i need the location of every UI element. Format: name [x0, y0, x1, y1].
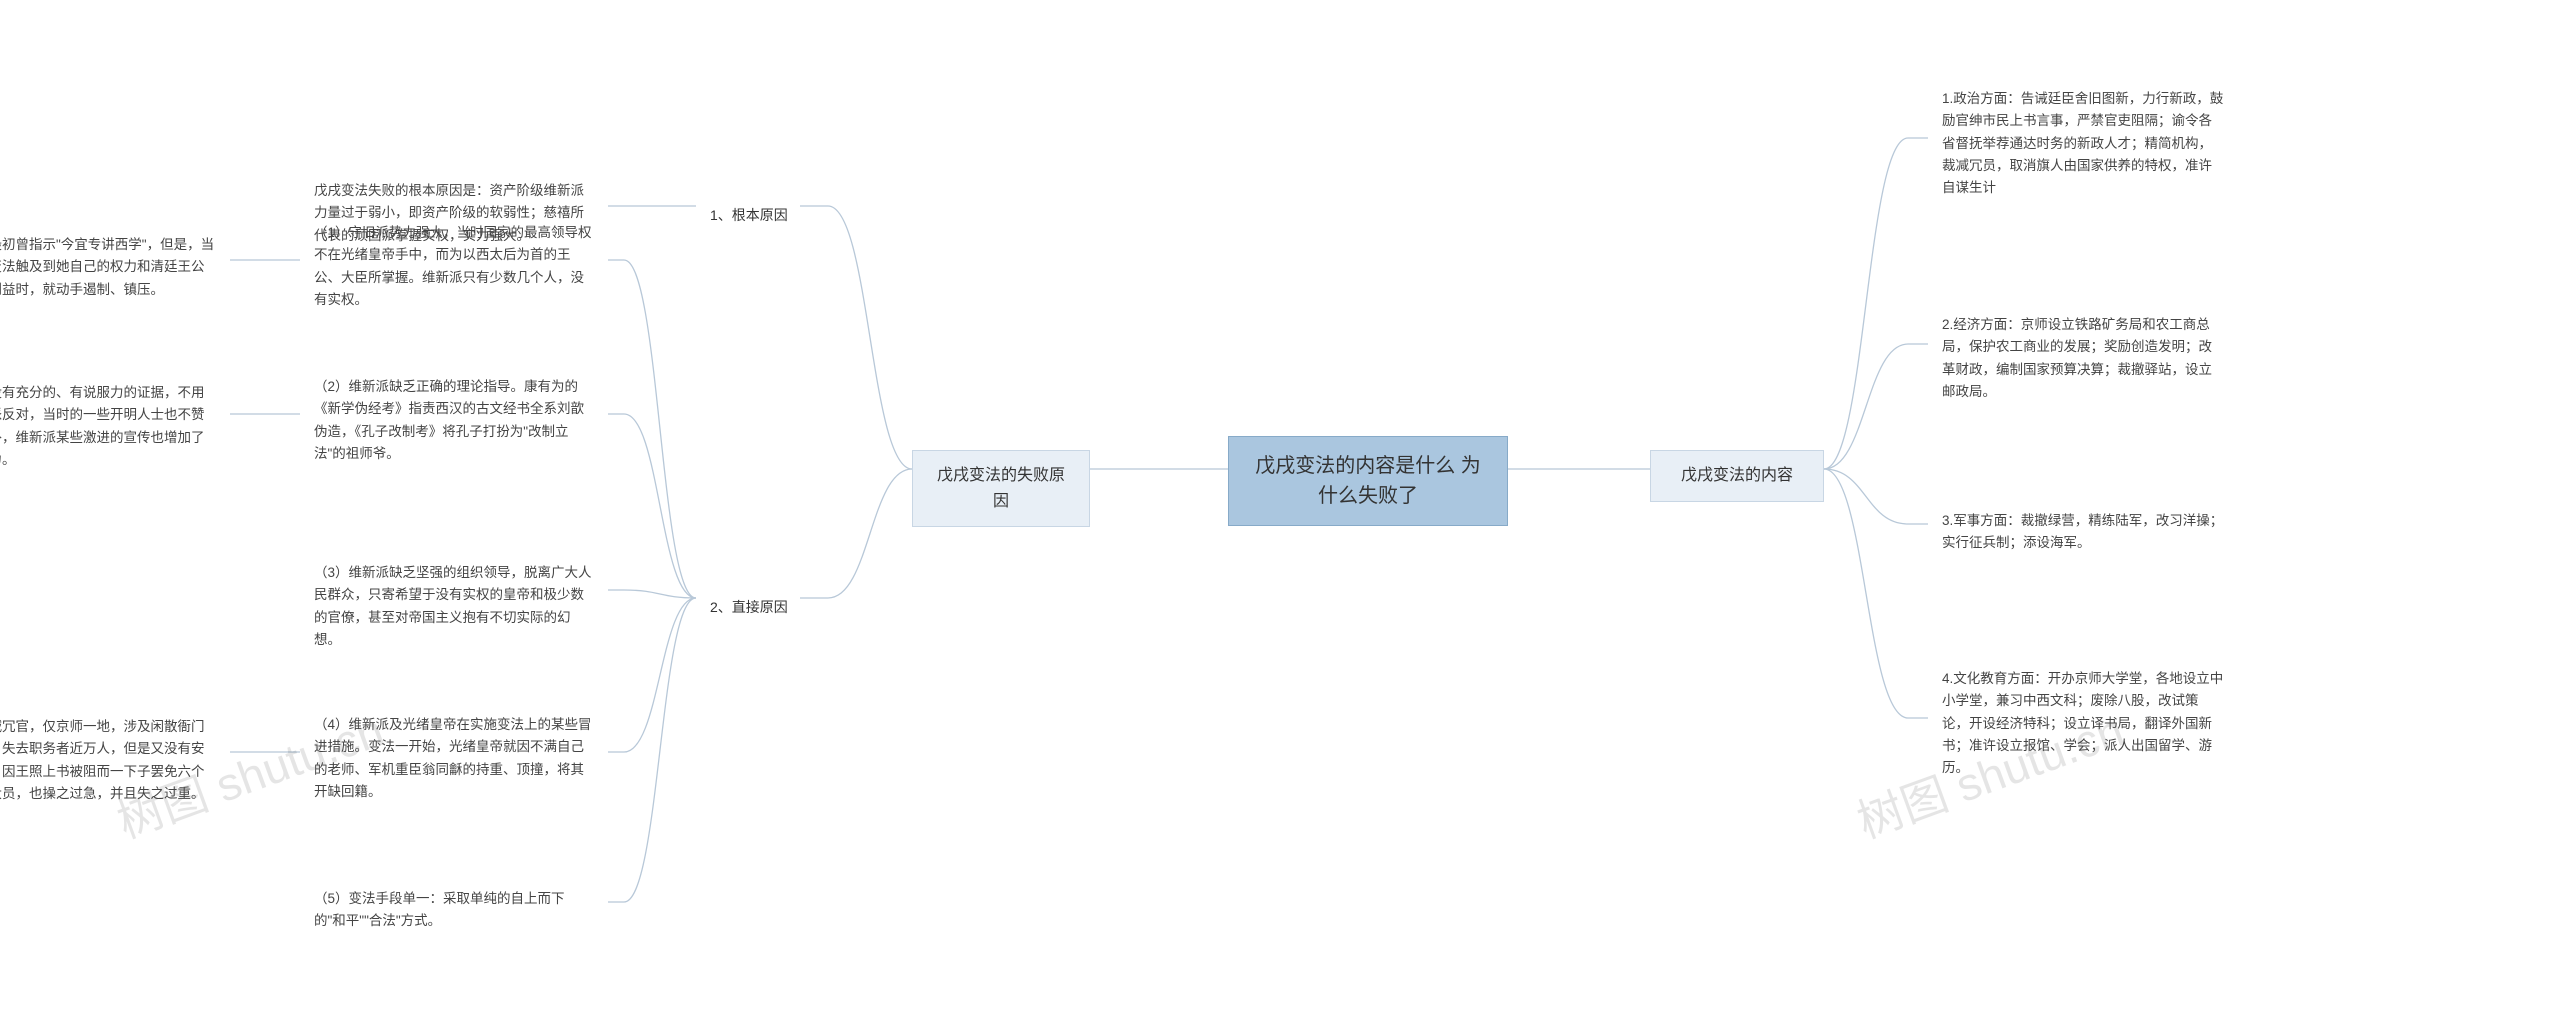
direct-2-extra: 两书都没有充分的、有说服力的证据，不用说守旧派反对，当时的一些开明人士也不赞成。…: [0, 372, 230, 481]
direct-1: （1）守旧派势力强大，当时国家的最高领导权不在光绪皇帝手中，而为以西太后为首的王…: [300, 212, 610, 321]
content-politics: 1.政治方面：告诫廷臣舍旧图新，力行新政，鼓励官绅市民上书言事，严禁官吏阻隔；谕…: [1928, 78, 2238, 209]
direct-2: （2）维新派缺乏正确的理论指导。康有为的《新学伪经考》指责西汉的古文经书全系刘歆…: [300, 366, 610, 475]
left-sub-1: 1、根本原因: [696, 194, 802, 236]
direct-5: （5）变法手段单一：采取单纯的自上而下的"和平""合法"方式。: [300, 878, 610, 943]
content-culture: 4.文化教育方面：开办京师大学堂，各地设立中小学堂，兼习中西文科；废除八股，改试…: [1928, 658, 2238, 789]
content-economy: 2.经济方面：京师设立铁路矿务局和农工商总局，保护农工商业的发展；奖励创造发明；…: [1928, 304, 2238, 413]
direct-1-extra: 西太后最初曾指示"今宜专讲西学"，但是，当她感到变法触及到她自己的权力和清廷王公…: [0, 224, 230, 311]
left-sub-2: 2、直接原因: [696, 586, 802, 628]
right-branch: 戊戌变法的内容: [1650, 450, 1824, 502]
direct-3: （3）维新派缺乏坚强的组织领导，脱离广大人民群众，只寄希望于没有实权的皇帝和极少…: [300, 552, 610, 661]
left-branch: 戊戌变法的失败原因: [912, 450, 1090, 527]
center-node: 戊戌变法的内容是什么 为什么失败了: [1228, 436, 1508, 526]
content-military: 3.军事方面：裁撤绿营，精练陆军，改习洋操；实行征兵制；添设海军。: [1928, 500, 2238, 565]
direct-4: （4）维新派及光绪皇帝在实施变法上的某些冒进措施。变法一开始，光绪皇帝就因不满自…: [300, 704, 610, 813]
direct-4-extra: 大量裁减冗官，仅京师一地，涉及闲散衙门十多处，失去职务者近万人，但是又没有安排出…: [0, 706, 230, 815]
